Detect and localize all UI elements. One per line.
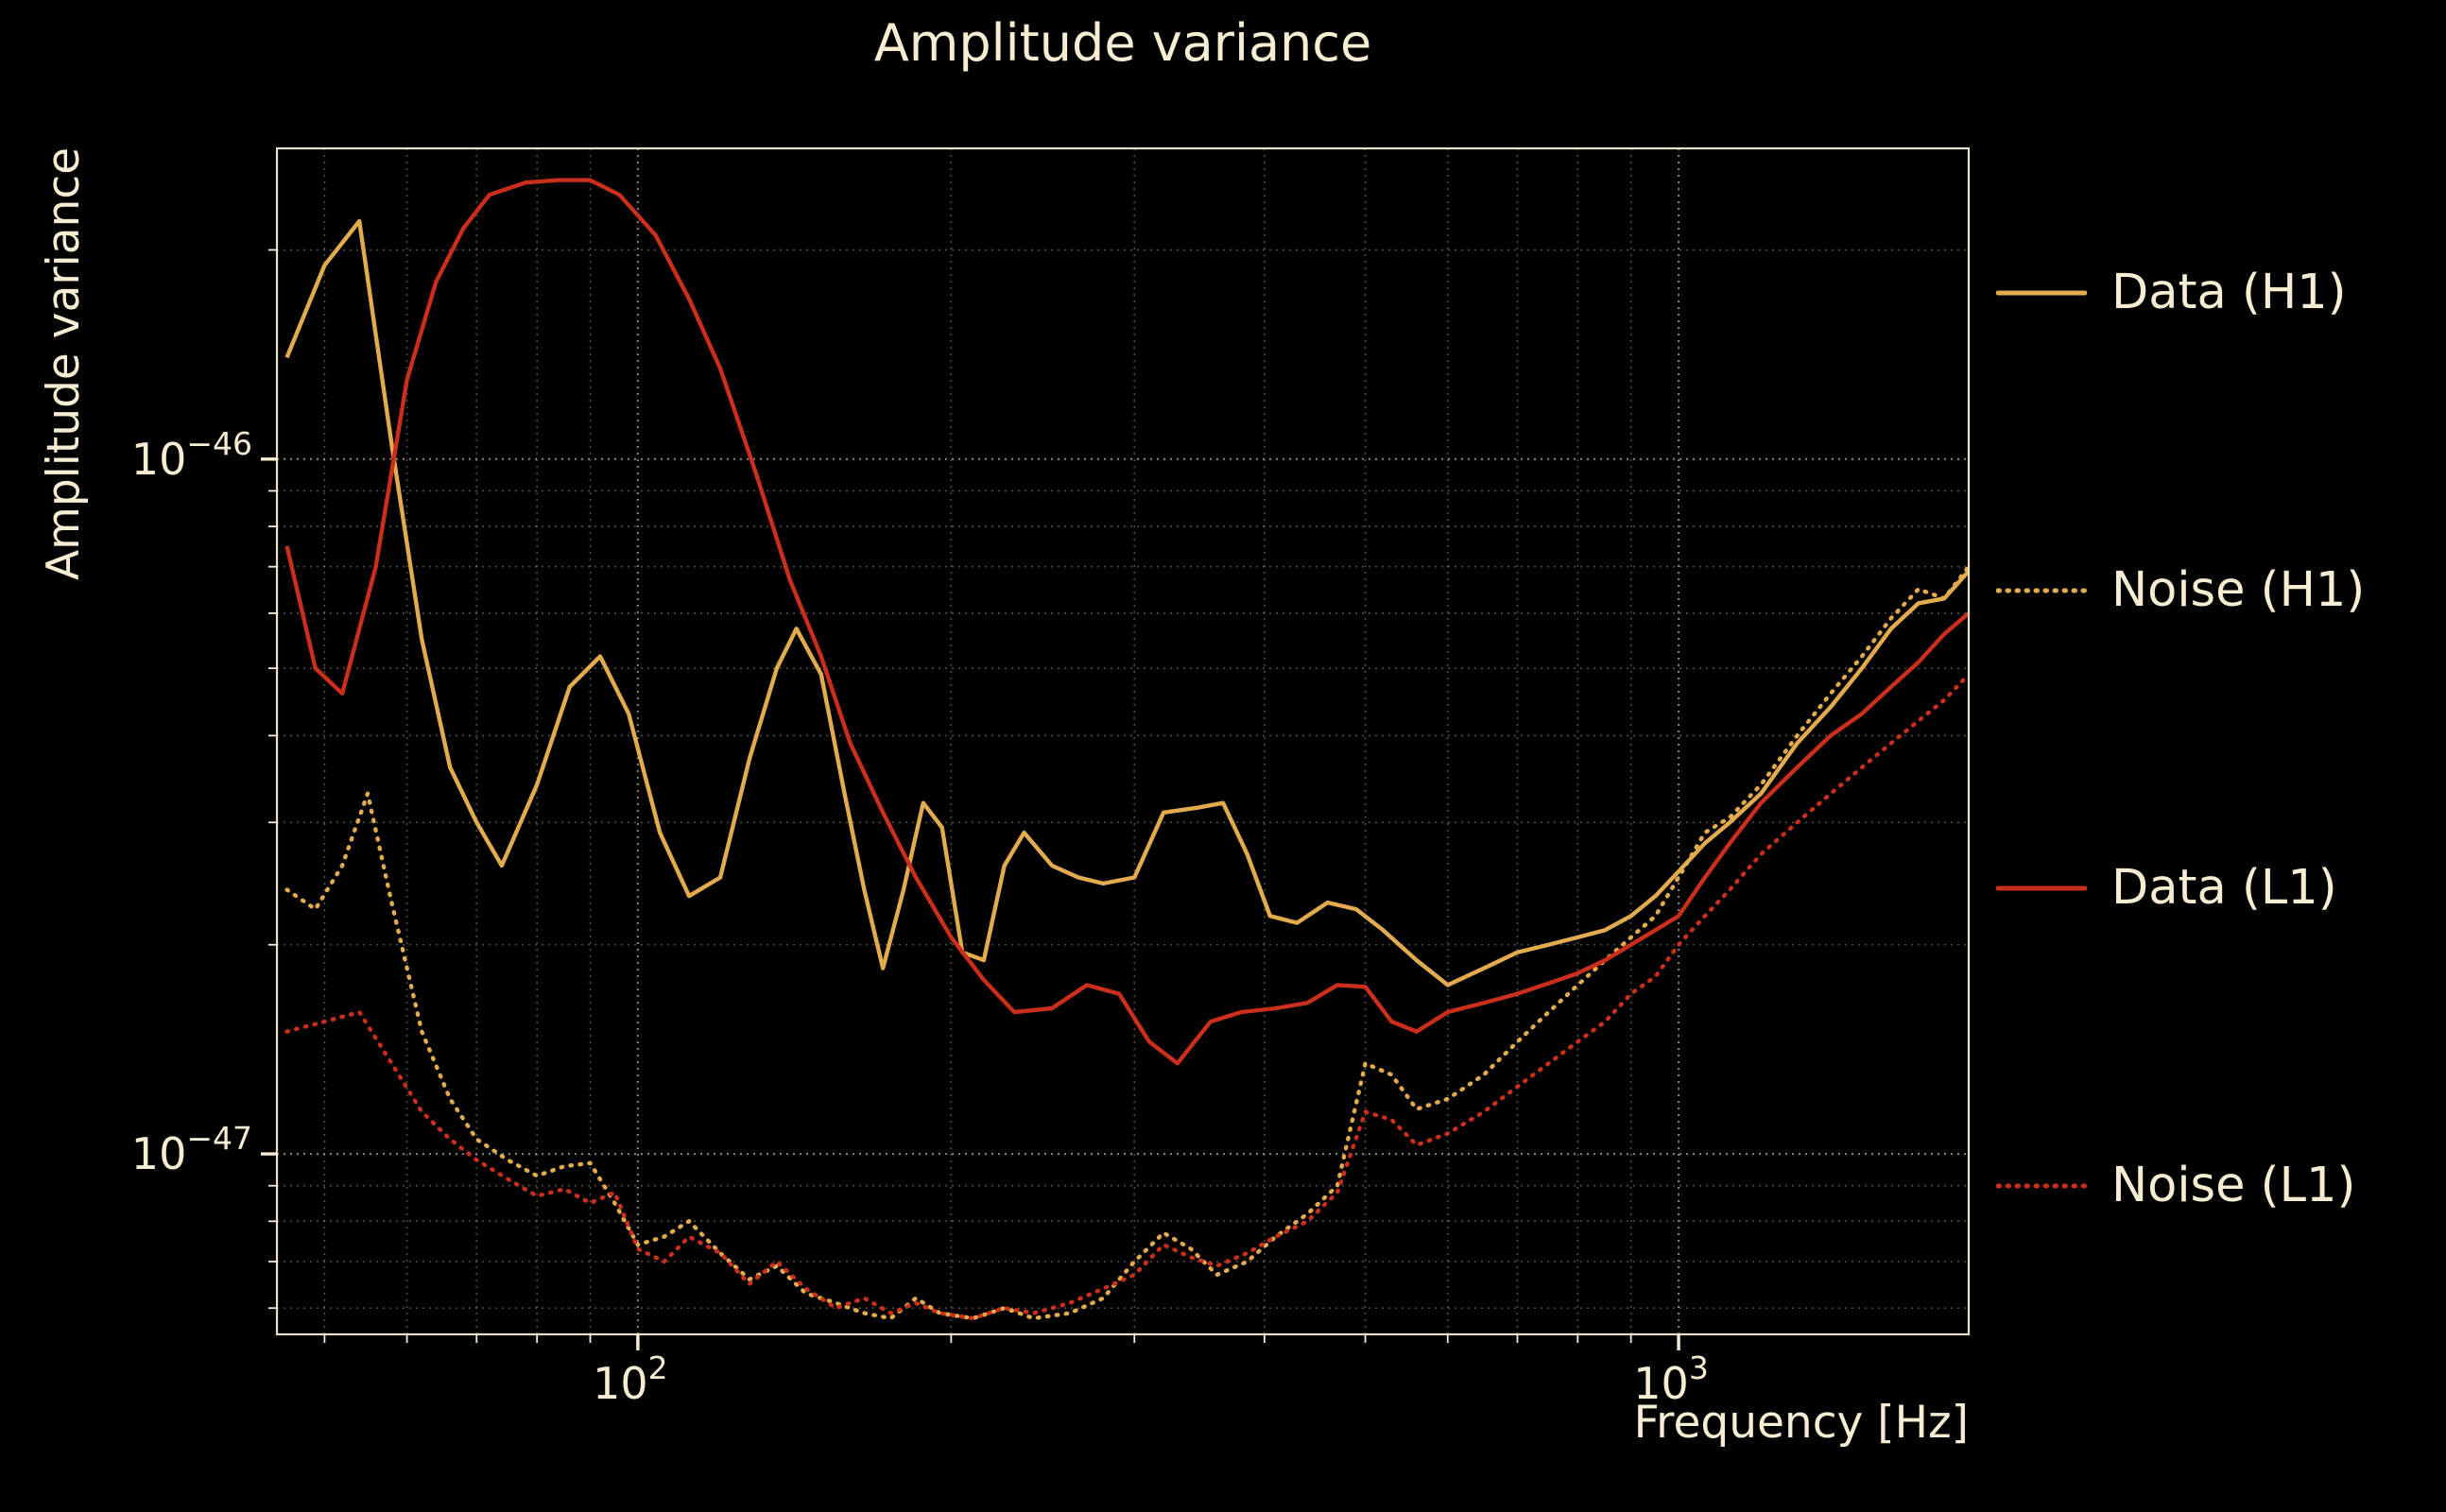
legend-label: Noise (H1) bbox=[2111, 562, 2366, 618]
x-axis-label: Frequency [Hz] bbox=[1633, 1397, 1969, 1449]
legend-entry-data-h1: Data (H1) bbox=[1996, 265, 2365, 320]
legend-label: Data (H1) bbox=[2111, 265, 2347, 320]
series-Data (L1) bbox=[284, 178, 1969, 1066]
legend-entry-noise-l1: Noise (L1) bbox=[1996, 1158, 2365, 1213]
legend-entry-data-l1: Data (L1) bbox=[1996, 860, 2365, 916]
tick-label: 10−47 bbox=[131, 1120, 252, 1179]
y-axis-label: Amplitude variance bbox=[38, 146, 90, 581]
legend-label: Noise (L1) bbox=[2111, 1158, 2356, 1213]
solid-line-icon bbox=[1996, 885, 2087, 890]
tick-label: 102 bbox=[593, 1349, 668, 1409]
dotted-line-icon bbox=[1996, 1183, 2087, 1188]
series-lines bbox=[284, 178, 1969, 1321]
axes: 102 103 10−46 10−47 bbox=[131, 146, 1971, 1409]
dotted-line-icon bbox=[1996, 588, 2087, 593]
series-Noise (H1) bbox=[284, 564, 1969, 1321]
grid-lines bbox=[277, 148, 1969, 1334]
legend: Data (H1) Noise (H1) Data (L1) Noise (L1… bbox=[1996, 265, 2365, 1213]
legend-entry-noise-h1: Noise (H1) bbox=[1996, 562, 2365, 618]
legend-label: Data (L1) bbox=[2111, 860, 2337, 916]
series-Data (H1) bbox=[284, 218, 1969, 988]
chart-title: Amplitude variance bbox=[873, 13, 1372, 73]
series-Noise (L1) bbox=[284, 672, 1969, 1321]
tick-label: 10−46 bbox=[131, 425, 252, 485]
solid-line-icon bbox=[1996, 290, 2087, 295]
tick-label: 103 bbox=[1633, 1349, 1709, 1409]
